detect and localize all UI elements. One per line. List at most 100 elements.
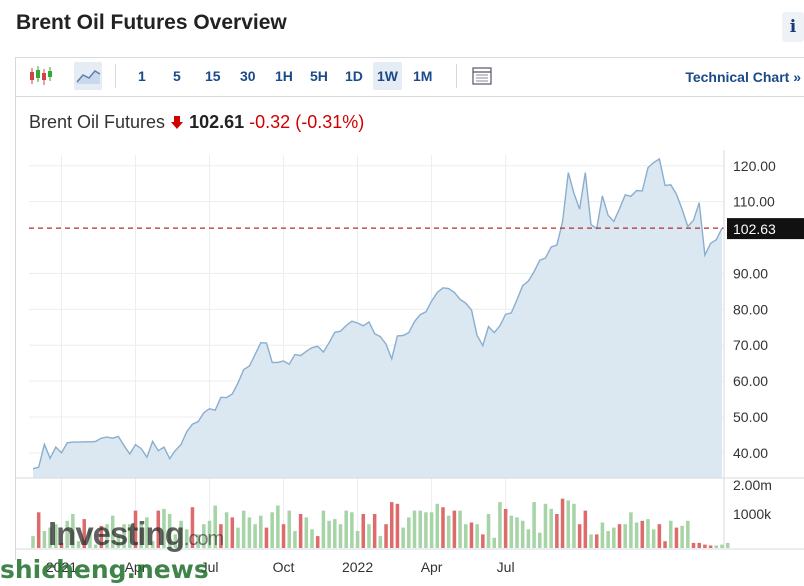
volume-bar: [498, 502, 502, 548]
volume-bar: [475, 524, 479, 548]
price-line: [32, 157, 723, 470]
volume-bar: [36, 512, 41, 548]
volume-bar: [549, 508, 553, 548]
area-chart-icon[interactable]: [74, 62, 102, 90]
volume-bar: [708, 545, 713, 548]
interval-5h[interactable]: 5H: [310, 68, 328, 84]
volume-bar: [384, 524, 388, 548]
volume-bar: [435, 503, 440, 548]
volume-bar: [219, 524, 223, 548]
volume-bar: [589, 534, 593, 548]
volume-bar: [560, 498, 565, 548]
chart-toolbar: 1 5 15 30 1H 5H 1D 1W 1M Technical Chart…: [15, 57, 804, 97]
volume-bar: [281, 524, 286, 548]
instrument-name: Brent Oil Futures: [29, 112, 166, 132]
volume-bar: [463, 524, 468, 548]
site-watermark: shicheng.news: [0, 555, 209, 584]
chevron-right-icon: »: [793, 69, 801, 85]
interval-1[interactable]: 1: [138, 68, 146, 84]
volume-bar: [264, 527, 269, 548]
volume-bar: [412, 510, 417, 548]
candlestick-glyph-icon: [30, 66, 52, 85]
table-view-icon[interactable]: [468, 62, 496, 90]
volume-bar: [179, 520, 183, 548]
volume-bar: [31, 536, 35, 548]
volume-bar: [714, 545, 719, 548]
interval-30[interactable]: 30: [240, 68, 256, 84]
volume-bar: [697, 542, 701, 548]
volume-bar: [333, 519, 337, 548]
info-icon[interactable]: i: [782, 12, 804, 42]
toolbar-divider: [115, 64, 116, 88]
volume-bar: [321, 510, 326, 548]
volume-bar: [361, 514, 366, 548]
volume-bar: [424, 512, 428, 548]
current-price-badge: [727, 218, 804, 240]
volume-bar: [241, 510, 246, 548]
interval-15[interactable]: 15: [205, 68, 221, 84]
volume-bar: [338, 524, 343, 548]
volume-bar: [617, 524, 622, 548]
volume-bar: [236, 527, 240, 548]
technical-chart-link[interactable]: Technical Chart »: [685, 69, 801, 85]
volume-bar: [355, 531, 360, 548]
volume-bar: [446, 515, 451, 548]
last-price: 102.61: [189, 112, 245, 132]
volume-bar: [167, 514, 172, 548]
volume-bar: [247, 517, 252, 548]
y-tick-label: 40.00: [733, 445, 768, 461]
interval-1d[interactable]: 1D: [345, 68, 363, 84]
volume-bar: [76, 541, 81, 548]
volume-bar: [503, 508, 508, 548]
quote-line: Brent Oil Futures 102.61 -0.32 (-0.31%): [29, 112, 364, 133]
interval-5[interactable]: 5: [173, 68, 181, 84]
volume-bar: [680, 525, 684, 548]
volume-bar: [458, 510, 462, 548]
technical-chart-label: Technical Chart: [685, 69, 790, 85]
volume-bar: [612, 527, 616, 548]
volume-bar: [520, 520, 525, 548]
volume-bar: [594, 534, 599, 548]
interval-1w[interactable]: 1W: [373, 62, 402, 90]
candlestick-chart-icon[interactable]: [26, 62, 54, 90]
volume-bar: [543, 503, 548, 548]
volume-bar: [555, 514, 559, 548]
volume-bar: [88, 529, 92, 548]
volume-bar: [372, 514, 377, 548]
volume-bar: [418, 510, 422, 548]
x-tick-label: Jul: [497, 559, 515, 575]
y-tick-label: 120.00: [733, 158, 776, 174]
volume-bar: [190, 507, 195, 548]
volume-bar: [691, 542, 696, 548]
y-tick-label: 110.00: [733, 194, 775, 210]
volume-bar: [663, 541, 667, 548]
volume-bar: [48, 527, 52, 548]
volume-bar: [486, 514, 491, 548]
volume-bar: [253, 524, 257, 548]
volume-bar: [600, 522, 605, 548]
volume-bar: [441, 507, 445, 548]
volume-bar: [224, 512, 229, 548]
x-tick-label: Oct: [273, 559, 295, 575]
volume-bar: [725, 542, 730, 548]
volume-bar: [720, 544, 724, 548]
volume-bar: [526, 529, 531, 548]
interval-1m[interactable]: 1M: [413, 68, 433, 84]
volume-bar: [634, 522, 639, 548]
volume-bar: [481, 534, 485, 548]
y-tick-label: 80.00: [733, 301, 768, 317]
volume-tick-label: 2.00m: [733, 477, 772, 493]
volume-bar: [629, 512, 633, 548]
volume-bar: [452, 510, 457, 548]
volume-bar: [93, 544, 98, 548]
volume-bar: [122, 524, 126, 548]
volume-bar: [133, 510, 138, 548]
volume-bar: [389, 502, 394, 548]
interval-1h[interactable]: 1H: [275, 68, 293, 84]
current-price-label: 102.63: [733, 221, 776, 237]
volume-bar: [145, 517, 149, 548]
volume-bar: [401, 527, 405, 548]
volume-bar: [213, 505, 217, 548]
volume-bar: [532, 502, 536, 548]
volume-bar: [646, 519, 650, 548]
